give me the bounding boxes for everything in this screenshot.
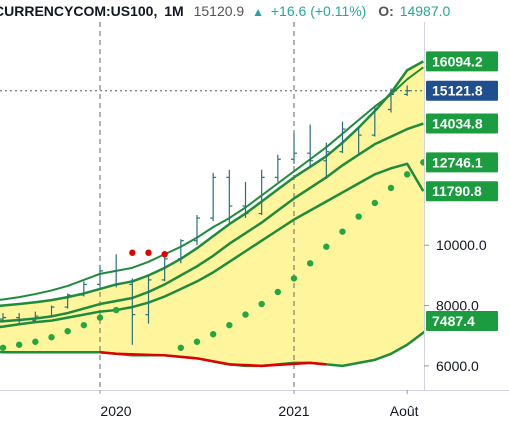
ohlc-bar xyxy=(80,281,87,297)
open-value: 14987.0 xyxy=(399,3,451,19)
price-label-box xyxy=(426,113,498,134)
timeframe[interactable]: 1M xyxy=(164,3,184,19)
ohlc-bar xyxy=(258,169,265,216)
green-dot xyxy=(371,199,379,207)
green-dot xyxy=(339,228,346,235)
green-dot xyxy=(64,327,71,335)
y-tick-label: 10000.0 xyxy=(436,237,487,253)
green-dot xyxy=(15,341,23,348)
price-label: 15121.8 xyxy=(432,83,483,99)
ohlc-bar xyxy=(129,278,136,345)
last-price: 15120.9 xyxy=(193,3,245,19)
y-tick-label: 8000.0 xyxy=(436,298,479,314)
green-dot xyxy=(32,338,39,345)
ohlc-bar xyxy=(274,154,281,182)
green-dot xyxy=(355,213,362,220)
band-fill xyxy=(0,61,424,366)
ohlc-bar xyxy=(32,311,39,323)
price-label-box xyxy=(426,152,498,173)
ohlc-bar xyxy=(226,169,233,223)
ohlc-bar xyxy=(210,172,217,222)
symbol-header: CURRENCYCOM:US100, 1M 15120.9 ▲ +16.6 (+… xyxy=(0,0,509,22)
green-dot xyxy=(274,288,282,296)
red-dot xyxy=(145,249,152,256)
price-label: 7487.4 xyxy=(432,313,475,329)
green-dot xyxy=(290,275,298,282)
green-dot xyxy=(193,338,201,345)
ohlc-bar xyxy=(323,142,330,179)
green-dot xyxy=(226,321,233,329)
price-change: +16.6 (+0.11%) xyxy=(270,3,367,19)
price-label-box xyxy=(426,311,498,332)
green-dot xyxy=(387,184,395,192)
ohlc-bar xyxy=(194,215,200,246)
green-dot xyxy=(258,300,265,308)
price-label: 11790.8 xyxy=(432,183,482,199)
ohlc-bar xyxy=(371,106,378,137)
symbol-name[interactable]: CURRENCYCOM:US100, xyxy=(0,3,158,19)
green-dot xyxy=(306,260,314,267)
green-dot xyxy=(209,330,217,338)
green-dot xyxy=(420,159,424,166)
band-middle-line xyxy=(0,122,424,323)
green-dot xyxy=(96,314,104,321)
red-dot xyxy=(161,251,168,258)
green-dot xyxy=(0,344,7,351)
green-dot xyxy=(242,311,249,318)
ohlc-bar xyxy=(388,88,394,113)
ohlc-bar xyxy=(177,239,184,264)
ohlc-bar xyxy=(97,264,103,286)
ohlc-bar xyxy=(307,124,314,167)
trail-lower-line xyxy=(0,162,424,329)
ohlc-bar xyxy=(242,181,249,219)
ohlc-bar xyxy=(291,133,297,164)
ohlc-bar xyxy=(161,257,168,282)
price-label: 16094.2 xyxy=(432,53,483,69)
ohlc-bar xyxy=(404,85,411,96)
red-dot xyxy=(129,249,136,256)
ohlc-bar xyxy=(145,275,152,324)
green-dot xyxy=(323,243,330,250)
ohlc-bar xyxy=(0,313,6,323)
green-dot xyxy=(177,344,185,351)
ohlc-bar xyxy=(48,305,55,318)
green-dot xyxy=(112,306,120,314)
ohlc-bar xyxy=(16,313,23,326)
ohlc-bar xyxy=(64,293,71,309)
price-label-box xyxy=(426,51,498,72)
band-lower-red-segment xyxy=(99,351,327,368)
price-label: 12746.1 xyxy=(432,154,483,170)
price-label: 14034.8 xyxy=(432,116,483,132)
green-dot xyxy=(403,171,411,178)
green-dot xyxy=(48,334,55,341)
x-tick-label: 2020 xyxy=(100,403,131,419)
price-label-box xyxy=(426,80,498,101)
y-tick-label: 6000.0 xyxy=(436,358,479,374)
x-tick-label: Août xyxy=(390,403,419,419)
up-arrow-icon: ▲ xyxy=(252,5,264,19)
ohlc-bar xyxy=(339,121,346,154)
green-dot xyxy=(80,321,88,329)
open-label: O: xyxy=(378,3,394,19)
ohlc-bar xyxy=(355,127,362,155)
plot-area xyxy=(0,22,424,390)
x-tick-label: 2021 xyxy=(278,403,309,419)
ohlc-bar xyxy=(113,254,120,288)
price-label-box xyxy=(426,181,498,202)
